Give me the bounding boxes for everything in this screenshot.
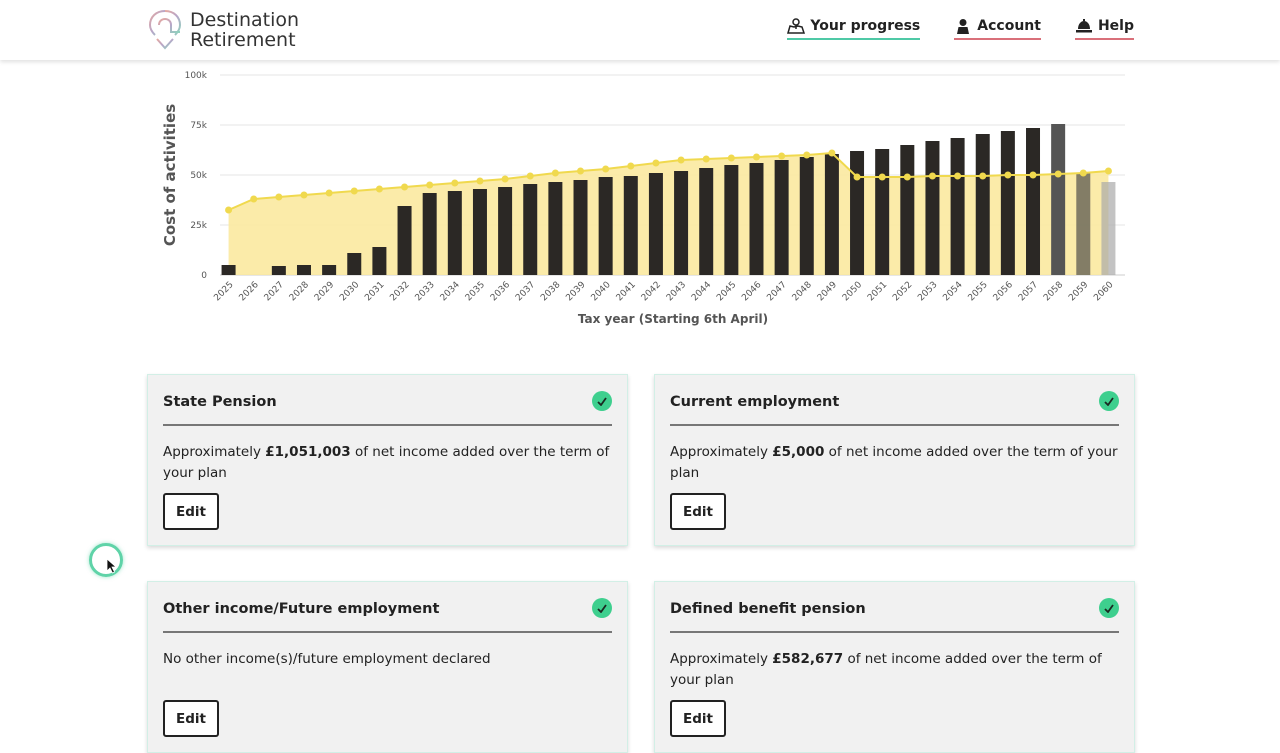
svg-text:2034: 2034 <box>439 280 462 303</box>
svg-text:50k: 50k <box>190 171 207 181</box>
map-progress-icon <box>787 18 806 34</box>
svg-text:2048: 2048 <box>791 280 814 303</box>
divider <box>670 631 1119 633</box>
svg-text:2049: 2049 <box>816 280 839 303</box>
edit-other-income-button[interactable]: Edit <box>163 700 219 737</box>
svg-text:2028: 2028 <box>288 280 311 303</box>
svg-text:2040: 2040 <box>590 280 613 303</box>
card-current-employment: Current employment Approximately £5,000 … <box>654 374 1135 546</box>
svg-text:100k: 100k <box>185 71 208 81</box>
svg-text:2059: 2059 <box>1067 280 1090 303</box>
svg-text:2039: 2039 <box>564 280 587 303</box>
svg-text:75k: 75k <box>190 121 207 131</box>
card-title: Other income/Future employment <box>163 601 440 617</box>
card-other-income: Other income/Future employment No other … <box>147 581 628 753</box>
svg-text:2030: 2030 <box>338 280 361 303</box>
svg-text:2044: 2044 <box>690 280 713 303</box>
svg-text:2045: 2045 <box>715 280 738 303</box>
svg-text:2046: 2046 <box>740 280 763 303</box>
svg-text:2036: 2036 <box>489 280 512 303</box>
svg-text:2050: 2050 <box>841 280 864 303</box>
site-header: Destination Retirement Your progress Acc… <box>0 0 1280 60</box>
nav-help[interactable]: Help <box>1074 18 1134 40</box>
svg-text:2025: 2025 <box>212 280 235 303</box>
check-icon <box>1099 598 1119 618</box>
check-icon <box>592 598 612 618</box>
svg-text:2056: 2056 <box>992 280 1015 303</box>
svg-text:2027: 2027 <box>263 280 286 303</box>
main-nav: Your progress Account Help <box>787 18 1134 40</box>
amount: £5,000 <box>772 444 825 460</box>
edit-state-pension-button[interactable]: Edit <box>163 493 219 530</box>
logo[interactable]: Destination Retirement <box>146 8 299 52</box>
bell-icon <box>1075 19 1092 33</box>
svg-text:2055: 2055 <box>967 280 990 303</box>
location-pin-logo-icon <box>148 10 182 50</box>
user-icon <box>957 19 970 34</box>
cost-chart-svg: 0 25k 50k 75k 100k Cost of activities 2025 2026… <box>161 71 1125 326</box>
svg-text:0: 0 <box>201 271 207 281</box>
svg-text:Tax year (Starting 6th April): Tax year (Starting 6th April) <box>578 312 768 326</box>
svg-text:2060: 2060 <box>1092 280 1115 303</box>
cost-chart: 0 25k 50k 75k 100k Cost of activities 2025 2026… <box>150 62 1140 342</box>
svg-text:2042: 2042 <box>640 280 663 303</box>
card-state-pension: State Pension Approximately £1,051,003 o… <box>147 374 628 546</box>
nav-account[interactable]: Account <box>954 18 1041 40</box>
svg-text:2032: 2032 <box>388 280 411 303</box>
mouse-cursor-icon <box>106 558 118 574</box>
card-title: Defined benefit pension <box>670 601 866 617</box>
svg-text:2037: 2037 <box>514 280 537 303</box>
svg-text:2033: 2033 <box>414 280 437 303</box>
nav-your-progress[interactable]: Your progress <box>787 18 921 40</box>
card-description: No other income(s)/future employment dec… <box>163 651 491 667</box>
divider <box>163 424 612 426</box>
svg-text:2054: 2054 <box>941 280 964 303</box>
svg-text:2058: 2058 <box>1042 280 1065 303</box>
svg-text:Cost of activities: Cost of activities <box>161 104 179 246</box>
card-description: Approximately £582,677 of net income add… <box>670 651 1102 688</box>
card-description: Approximately £1,051,003 of net income a… <box>163 444 610 481</box>
card-description: Approximately £5,000 of net income added… <box>670 444 1118 481</box>
svg-text:2043: 2043 <box>665 280 688 303</box>
svg-text:2041: 2041 <box>615 280 638 303</box>
svg-text:2047: 2047 <box>765 280 788 303</box>
check-icon <box>1099 391 1119 411</box>
card-defined-benefit-pension: Defined benefit pension Approximately £5… <box>654 581 1135 753</box>
check-icon <box>592 391 612 411</box>
svg-text:2038: 2038 <box>539 280 562 303</box>
edit-current-employment-button[interactable]: Edit <box>670 493 726 530</box>
amount: £1,051,003 <box>265 444 351 460</box>
svg-text:2035: 2035 <box>464 280 487 303</box>
edit-defined-benefit-button[interactable]: Edit <box>670 700 726 737</box>
svg-text:2031: 2031 <box>363 280 386 303</box>
svg-text:2057: 2057 <box>1017 280 1040 303</box>
card-title: Current employment <box>670 394 840 410</box>
svg-text:2053: 2053 <box>916 280 939 303</box>
click-indicator <box>89 543 123 577</box>
svg-text:2052: 2052 <box>891 280 914 303</box>
svg-text:2051: 2051 <box>866 280 889 303</box>
svg-text:2026: 2026 <box>238 280 261 303</box>
svg-text:2029: 2029 <box>313 280 336 303</box>
card-title: State Pension <box>163 394 277 410</box>
divider <box>670 424 1119 426</box>
divider <box>163 631 612 633</box>
logo-text: Destination Retirement <box>190 9 300 51</box>
amount: £582,677 <box>772 651 844 667</box>
svg-text:25k: 25k <box>190 221 207 231</box>
